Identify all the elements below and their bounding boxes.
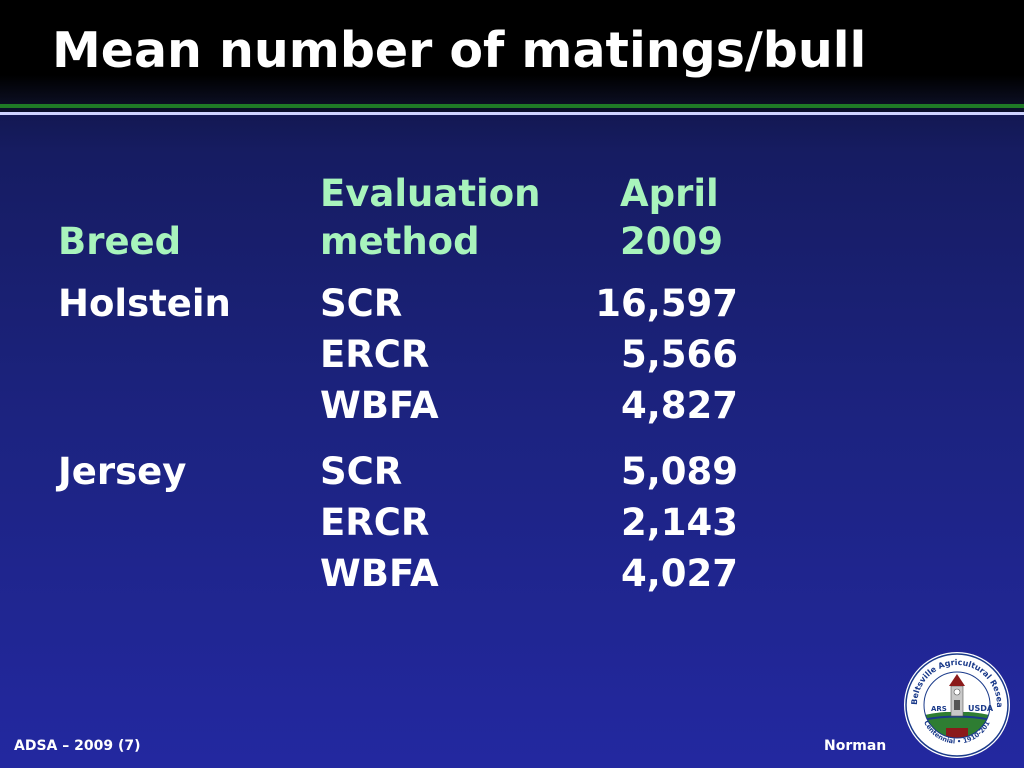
footer-event: ADSA – 2009 (7) bbox=[14, 738, 141, 754]
title-band-fade bbox=[0, 75, 1024, 104]
row-value: 16,597 bbox=[595, 282, 738, 325]
row-breed-holstein: Holstein bbox=[58, 282, 231, 325]
logo-ars-text: ARS bbox=[931, 705, 947, 713]
header-period-line2: 2009 bbox=[620, 220, 723, 263]
divider-green bbox=[0, 104, 1024, 108]
header-breed: Breed bbox=[58, 220, 182, 263]
row-value: 4,027 bbox=[620, 552, 738, 595]
row-method: ERCR bbox=[320, 333, 430, 376]
divider-dark bbox=[0, 108, 1024, 112]
slide-title: Mean number of matings/bull bbox=[52, 22, 867, 79]
header-method-line2: method bbox=[320, 220, 480, 263]
barc-centennial-logo: Beltsville Agricultural Research Center … bbox=[902, 650, 1010, 758]
footer-author: Norman bbox=[824, 738, 887, 754]
divider-white bbox=[0, 112, 1024, 115]
header-method-line1: Evaluation bbox=[320, 172, 541, 215]
logo-usda-text: USDA bbox=[968, 704, 994, 713]
row-value: 4,827 bbox=[620, 384, 738, 427]
row-method: ERCR bbox=[320, 501, 430, 544]
header-period-line1: April bbox=[620, 172, 719, 215]
row-method: SCR bbox=[320, 450, 403, 493]
row-value: 5,566 bbox=[620, 333, 738, 376]
row-breed-jersey: Jersey bbox=[58, 450, 187, 493]
row-method: WBFA bbox=[320, 552, 439, 595]
row-method: SCR bbox=[320, 282, 403, 325]
row-value: 5,089 bbox=[620, 450, 738, 493]
title-band: Mean number of matings/bull bbox=[0, 0, 1024, 104]
row-method: WBFA bbox=[320, 384, 439, 427]
row-value: 2,143 bbox=[620, 501, 738, 544]
